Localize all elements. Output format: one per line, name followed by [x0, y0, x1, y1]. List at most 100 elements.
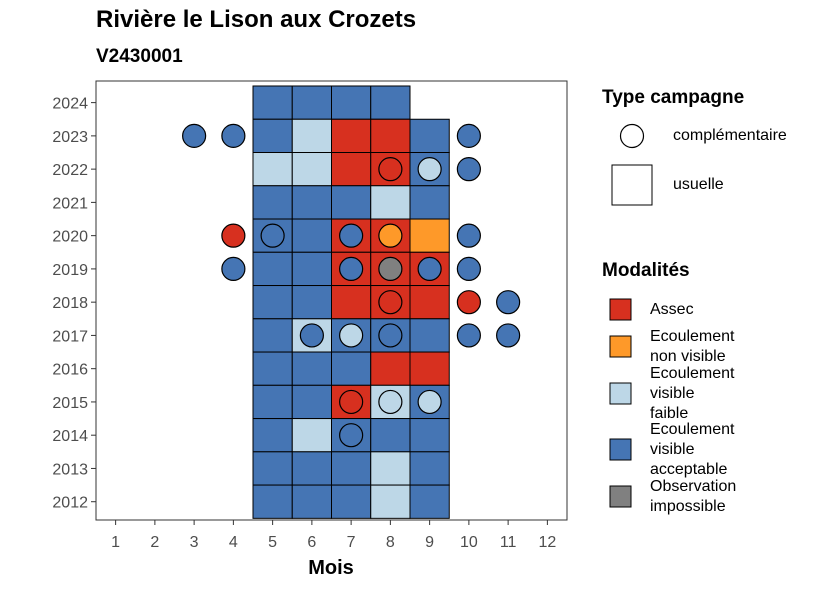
legend-swatch-impossible	[609, 485, 632, 508]
complementaire-point-2019-4	[221, 256, 246, 282]
legend-circle-key	[619, 123, 645, 149]
usuelle-cell-2012-7	[331, 484, 372, 519]
complementaire-point-2018-8	[378, 290, 403, 315]
x-tick-label: 1	[111, 534, 120, 551]
usuelle-cell-2024-8	[370, 85, 411, 120]
usuelle-cell-2019-6	[291, 251, 332, 287]
x-tick-label: 8	[386, 534, 395, 551]
usuelle-cell-2012-6	[291, 484, 332, 519]
usuelle-cell-2016-6	[291, 351, 332, 386]
complementaire-point-2017-6	[299, 323, 324, 348]
complementaire-point-2015-8	[378, 389, 403, 415]
usuelle-cell-2016-9	[409, 351, 450, 386]
usuelle-cell-2012-9	[409, 484, 450, 519]
complementaire-point-2018-11	[496, 290, 521, 315]
y-tick-label: 2017	[52, 328, 88, 345]
x-tick-label: 9	[425, 534, 434, 551]
x-tick-label: 12	[538, 534, 556, 551]
y-tick-label: 2013	[52, 461, 88, 478]
usuelle-cell-2021-5	[252, 185, 293, 220]
complementaire-point-2017-8	[378, 323, 403, 348]
legend-square-key	[611, 164, 653, 206]
y-tick-label: 2022	[52, 162, 88, 179]
complementaire-point-2020-8	[378, 223, 403, 248]
complementaire-point-2019-8	[378, 256, 403, 282]
legend-fill-label-enonvis: Ecoulement non visible	[650, 328, 735, 365]
complementaire-points	[182, 123, 521, 448]
x-tick-label: 4	[229, 534, 238, 551]
legend-type-title: Type campagne	[602, 87, 745, 108]
usuelle-cell-2021-8	[370, 185, 411, 220]
y-tick-label: 2018	[52, 295, 88, 312]
y-tick-label: 2012	[52, 495, 88, 512]
x-tick-label: 6	[307, 534, 316, 551]
usuelle-cell-2014-5	[252, 418, 293, 453]
usuelle-cell-2015-5	[252, 384, 293, 420]
legend-swatch-accept	[609, 438, 632, 461]
x-tick-label: 5	[268, 534, 277, 551]
y-tick-label: 2020	[52, 229, 88, 246]
usuelle-cell-2015-6	[291, 384, 332, 420]
complementaire-point-2017-10	[456, 323, 481, 348]
complementaire-point-2020-4	[221, 223, 246, 248]
usuelle-cell-2017-5	[252, 318, 293, 353]
legend-shape-keys	[611, 123, 653, 206]
x-tick-label: 3	[190, 534, 199, 551]
complementaire-point-2017-11	[496, 323, 521, 348]
legend-fill-keys	[609, 298, 632, 508]
usuelle-cell-2013-5	[252, 451, 293, 486]
complementaire-point-2015-9	[417, 389, 442, 415]
usuelle-cell-2021-9	[409, 185, 450, 220]
complementaire-point-2023-4	[221, 123, 246, 148]
usuelle-cell-2016-5	[252, 351, 293, 386]
legend-swatch-faible	[609, 382, 632, 405]
usuelle-cell-2024-7	[331, 85, 372, 120]
legend-swatch-assec	[609, 298, 632, 321]
complementaire-point-2019-9	[417, 256, 442, 282]
usuelle-cell-2018-6	[291, 285, 332, 320]
usuelle-cell-2012-8	[370, 484, 411, 519]
complementaire-point-2020-7	[339, 223, 364, 248]
legend-fill-label-accept: Ecoulement visible acceptable	[650, 421, 735, 478]
usuelle-cell-2022-5	[252, 152, 293, 187]
complementaire-point-2019-10	[456, 256, 481, 282]
usuelle-cell-2024-6	[291, 85, 332, 120]
usuelle-cell-2022-7	[331, 152, 372, 187]
complementaire-point-2022-10	[456, 157, 481, 182]
legend-shape-label-complementaire: complémentaire	[673, 127, 787, 144]
usuelle-cell-2014-8	[370, 418, 411, 453]
usuelle-cell-2013-9	[409, 451, 450, 486]
complementaire-point-2020-10	[456, 223, 481, 248]
complementaire-point-2023-3	[182, 123, 207, 148]
legend-fill-label-assec: Assec	[650, 301, 694, 318]
usuelle-cell-2017-9	[409, 318, 450, 353]
usuelle-cell-2019-5	[252, 251, 293, 287]
x-tick-label: 10	[460, 534, 478, 551]
plot-panel-border	[95, 80, 568, 521]
usuelle-cell-2023-6	[291, 118, 332, 154]
usuelle-cell-2024-5	[252, 85, 293, 120]
y-tick-label: 2015	[52, 395, 88, 412]
usuelle-cell-2014-6	[291, 418, 332, 453]
y-tick-label: 2021	[52, 195, 88, 212]
legend-shape-label-usuelle: usuelle	[673, 176, 724, 193]
usuelle-cell-2023-9	[409, 118, 450, 154]
usuelle-cell-2013-8	[370, 451, 411, 486]
legend-fill-label-faible: Ecoulement visible faible	[650, 365, 735, 422]
x-axis-label: Mois	[308, 557, 354, 579]
complementaire-point-2019-7	[339, 256, 364, 282]
y-axis: 2012 2013 2014 2015 2016 2017 2018 2019 2020 2021…	[52, 96, 96, 512]
x-axis: 1 2 3 4 5 6 7 8 9 10 11 12	[111, 520, 556, 551]
usuelle-cells	[252, 85, 450, 519]
usuelle-cell-2018-9	[409, 285, 450, 320]
y-tick-label: 2014	[52, 428, 88, 445]
usuelle-cell-2016-8	[370, 351, 411, 386]
legend-modalites-title: Modalités	[602, 260, 690, 281]
y-tick-label: 2016	[52, 362, 88, 379]
complementaire-point-2014-7	[339, 423, 364, 448]
chart-title: Rivière le Lison aux Crozets	[96, 6, 417, 33]
usuelle-cell-2012-5	[252, 484, 293, 519]
legend-swatch-enonvis	[609, 335, 632, 358]
y-tick-label: 2023	[52, 129, 88, 146]
usuelle-cell-2013-7	[331, 451, 372, 486]
